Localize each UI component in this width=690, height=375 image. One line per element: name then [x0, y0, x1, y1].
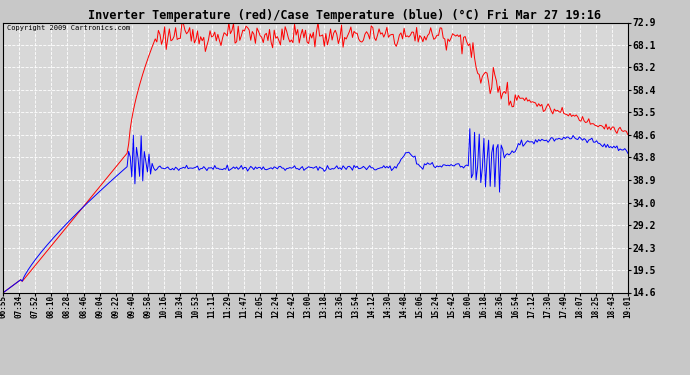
Text: Inverter Temperature (red)/Case Temperature (blue) (°C) Fri Mar 27 19:16: Inverter Temperature (red)/Case Temperat…	[88, 9, 602, 22]
Text: Copyright 2009 Cartronics.com: Copyright 2009 Cartronics.com	[7, 25, 130, 31]
